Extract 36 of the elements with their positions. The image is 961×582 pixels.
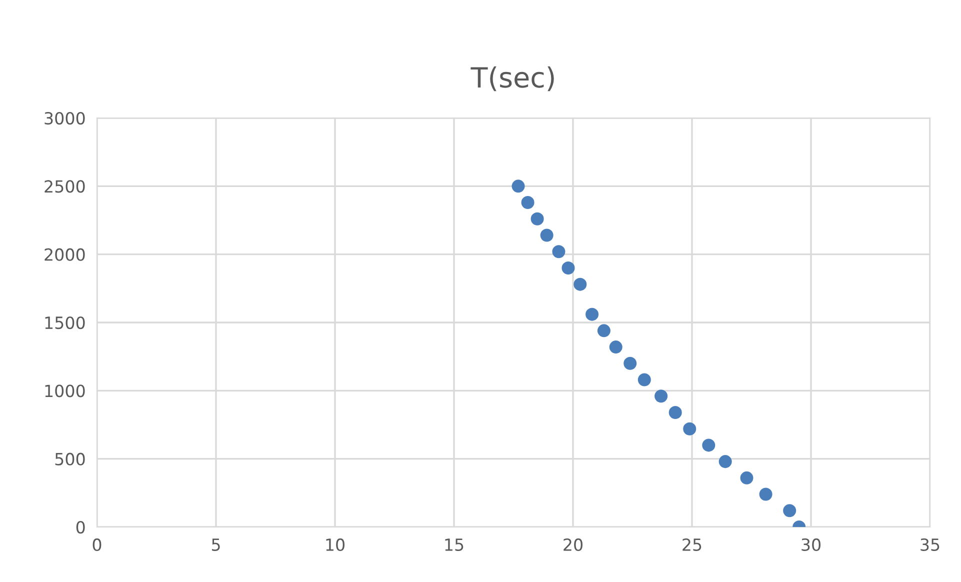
- point: [718, 455, 732, 468]
- point: [552, 245, 566, 258]
- x-tick-label: 35: [920, 538, 940, 552]
- point: [740, 471, 754, 484]
- x-tick-label: 30: [802, 538, 820, 552]
- y-tick-label: 1500: [45, 316, 85, 330]
- x-tick-label: 20: [564, 538, 582, 552]
- x-tick-label: 10: [326, 538, 344, 552]
- x-tick-label: 5: [212, 538, 220, 552]
- x-tick-label: 15: [445, 538, 464, 552]
- point: [521, 196, 534, 210]
- point: [624, 356, 637, 370]
- point: [597, 324, 610, 338]
- x-tick-label: 0: [92, 538, 102, 552]
- point: [702, 438, 716, 452]
- y-tick-label: 0: [76, 520, 85, 534]
- point: [759, 488, 772, 501]
- point: [562, 261, 575, 274]
- y-tick-label: 1000: [45, 384, 85, 398]
- y-tick-label: 500: [55, 452, 85, 466]
- point: [530, 212, 544, 226]
- point: [512, 180, 525, 193]
- point: [783, 504, 796, 518]
- y-tick-label: 3000: [44, 112, 85, 125]
- y-tick-label: 2000: [44, 248, 85, 261]
- point: [668, 406, 682, 419]
- point: [574, 278, 587, 291]
- point: [638, 373, 651, 386]
- y-tick-label: 2500: [44, 180, 85, 193]
- point: [654, 390, 668, 403]
- point: [540, 228, 554, 242]
- chart-title: T(sec): [470, 66, 554, 92]
- point: [683, 422, 696, 436]
- x-tick-label: 25: [682, 538, 702, 552]
- point: [609, 340, 622, 354]
- point: [586, 308, 599, 321]
